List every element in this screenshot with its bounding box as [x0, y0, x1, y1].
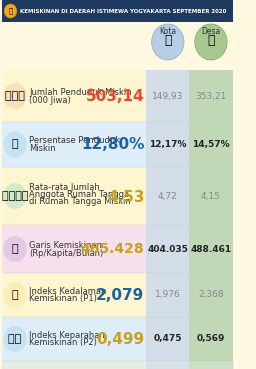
Text: (Rp/Kapita/Bulan): (Rp/Kapita/Bulan) [29, 248, 104, 258]
Bar [146, 70, 189, 369]
Text: 149,93: 149,93 [152, 92, 184, 100]
Circle shape [3, 83, 27, 109]
Text: Miskin: Miskin [29, 144, 56, 153]
Text: 14,57%: 14,57% [192, 140, 230, 149]
Text: 👨‍👩‍👦‍👦: 👨‍👩‍👦‍👦 [2, 191, 28, 201]
Bar [146, 167, 189, 225]
Text: 👨‍👧: 👨‍👧 [8, 334, 22, 344]
Text: Kota: Kota [159, 27, 176, 36]
Bar [189, 167, 232, 225]
Bar [146, 317, 189, 361]
Text: 4,15: 4,15 [201, 192, 221, 200]
Text: 💰: 💰 [12, 244, 18, 254]
Bar [189, 122, 232, 167]
Circle shape [3, 131, 27, 158]
Text: 465.428: 465.428 [81, 242, 144, 256]
Text: 👨‍👩‍👧: 👨‍👩‍👧 [5, 91, 25, 101]
Text: 🌄: 🌄 [207, 34, 215, 46]
Text: Kemiskinan (P1): Kemiskinan (P1) [29, 294, 97, 303]
Bar [189, 273, 232, 317]
Bar [189, 70, 232, 122]
Text: Kemiskinan (P2): Kemiskinan (P2) [29, 338, 97, 348]
Circle shape [195, 24, 227, 60]
Text: 0,499: 0,499 [96, 331, 144, 346]
Bar [189, 225, 232, 273]
Text: 404.035: 404.035 [147, 245, 188, 254]
Text: 1,976: 1,976 [155, 290, 181, 300]
Text: Garis Kemiskinan: Garis Kemiskinan [29, 241, 102, 249]
Bar [146, 273, 189, 317]
Text: KEMISKINAN DI DAERAH ISTIMEWA YOGYAKARTA SEPTEMBER 2020: KEMISKINAN DI DAERAH ISTIMEWA YOGYAKARTA… [20, 8, 227, 14]
Text: 2,368: 2,368 [198, 290, 224, 300]
Text: 4.53: 4.53 [107, 190, 144, 204]
Text: 4,72: 4,72 [158, 192, 178, 200]
Text: Indeks Kedalaman: Indeks Kedalaman [29, 286, 107, 296]
Circle shape [3, 236, 27, 262]
Text: 488.461: 488.461 [190, 245, 231, 254]
Text: 🧎: 🧎 [12, 290, 18, 300]
Bar [146, 70, 189, 122]
Text: 12,80%: 12,80% [81, 137, 144, 152]
Bar [2, 122, 146, 167]
Text: Indeks Keparahan: Indeks Keparahan [29, 331, 105, 339]
Text: Jumlah Penduduk Miskin: Jumlah Penduduk Miskin [29, 87, 132, 97]
Circle shape [3, 326, 27, 352]
Text: Persentase Penduduk: Persentase Penduduk [29, 136, 121, 145]
Bar [189, 317, 232, 361]
Text: Anggota Rumah Tangga: Anggota Rumah Tangga [29, 190, 130, 199]
Circle shape [3, 282, 27, 308]
Text: 503,14: 503,14 [86, 89, 144, 103]
Bar [2, 317, 146, 361]
Bar [2, 273, 146, 317]
Text: Desa: Desa [201, 27, 221, 36]
Text: 0,569: 0,569 [197, 335, 225, 344]
Circle shape [152, 24, 184, 60]
Bar [189, 70, 232, 369]
Text: 2,079: 2,079 [96, 287, 144, 303]
Text: 0,475: 0,475 [154, 335, 182, 344]
Bar [2, 0, 232, 22]
Bar [2, 167, 146, 225]
Text: 👥: 👥 [12, 139, 18, 149]
Circle shape [4, 4, 17, 18]
Text: 🏙: 🏙 [164, 34, 172, 46]
Text: 📊: 📊 [8, 8, 13, 14]
Text: 353,21: 353,21 [195, 92, 227, 100]
Bar [146, 225, 189, 273]
Text: (000 Jiwa): (000 Jiwa) [29, 96, 71, 104]
Bar [146, 122, 189, 167]
Text: Rata-rata Jumlah: Rata-rata Jumlah [29, 183, 100, 192]
Bar [2, 225, 146, 273]
Text: 12,17%: 12,17% [149, 140, 187, 149]
Bar [2, 70, 146, 122]
Circle shape [3, 183, 27, 209]
Text: di Rumah Tangga Miskin: di Rumah Tangga Miskin [29, 197, 131, 206]
